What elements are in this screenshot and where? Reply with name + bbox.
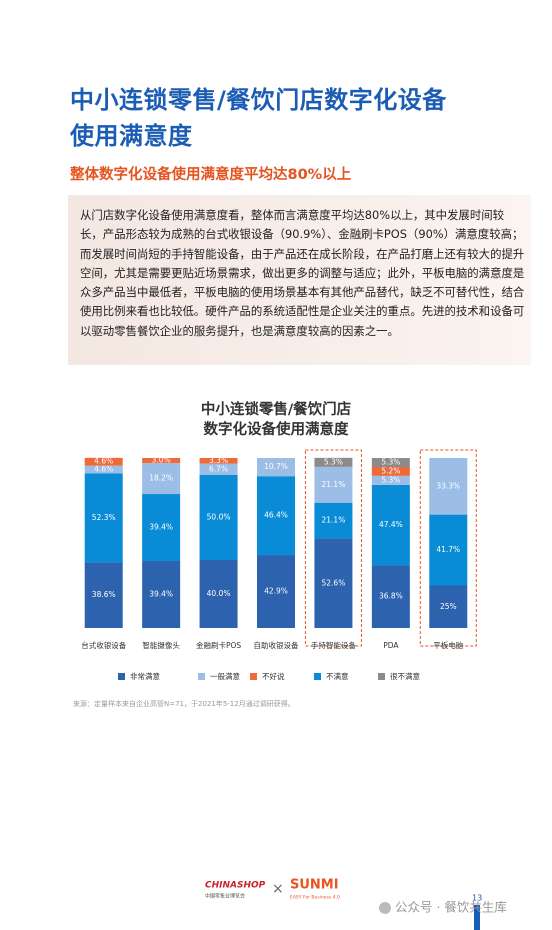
source: 来源：定量样本来自企业高管N=71，于2021年5-12月通过调研获得。 — [73, 699, 295, 708]
x-tick-label: PDA — [383, 641, 399, 650]
body-text: 从门店数字化设备使用满意度看，整体而言满意度平均达80%以上，其中发展时间较长，… — [68, 195, 531, 365]
bar-segment — [84, 457, 123, 466]
x-tick-label: 自助收银设备 — [254, 640, 299, 650]
wechat-icon — [379, 902, 391, 914]
data-label: 39.4% — [149, 523, 173, 532]
bar-segment — [371, 467, 410, 476]
bar-segment — [257, 476, 295, 556]
data-label: 33.3% — [436, 481, 460, 490]
bar-segment — [371, 475, 410, 485]
bar-segment — [371, 565, 410, 628]
x-tick-label: 台式收银设备 — [81, 640, 126, 650]
page-number: 13 — [472, 894, 482, 903]
bar-segment — [84, 562, 123, 628]
data-label: 40.0% — [207, 589, 231, 598]
data-label: 39.4% — [149, 590, 173, 599]
page-marker — [474, 905, 480, 930]
highlight-box — [419, 449, 477, 647]
legend-swatch — [378, 673, 385, 680]
data-label: 52.3% — [92, 513, 116, 522]
bar-segment — [199, 463, 238, 475]
bar-segment — [199, 475, 238, 560]
data-label: 38.6% — [92, 590, 116, 599]
logo: SUNMI — [290, 878, 339, 893]
bar-segment — [257, 555, 295, 628]
legend-label: 不满意 — [326, 671, 349, 681]
bar-segment — [257, 458, 295, 477]
data-label: 3.3% — [209, 456, 228, 465]
data-label: 52.6% — [322, 578, 346, 587]
data-label: 25% — [440, 602, 457, 611]
data-label: 6.7% — [209, 464, 228, 473]
logo-sub: EASY For Business 4.0 — [290, 895, 340, 901]
bar-segment — [199, 458, 238, 464]
bar-segment — [314, 466, 353, 503]
bar-segment — [84, 473, 123, 563]
data-label: 47.4% — [379, 520, 403, 529]
data-label: 41.7% — [436, 545, 460, 554]
bar-segment — [314, 457, 353, 467]
highlight-box — [304, 449, 362, 647]
legend-swatch — [198, 673, 205, 680]
legend-swatch — [250, 673, 257, 680]
bar-segment — [429, 458, 468, 515]
bar-segment — [142, 458, 181, 464]
logo: CHINASHOP — [205, 881, 266, 891]
legend-swatch — [118, 673, 125, 680]
data-label: 36.8% — [379, 592, 403, 601]
bar-segment — [371, 484, 410, 566]
bar-segment — [314, 538, 353, 628]
chart-title: 中小连锁零售/餐饮门店 — [201, 400, 351, 418]
data-label: 3.0% — [152, 456, 171, 465]
data-label: 21.1% — [322, 516, 346, 525]
legend-label: 一般满意 — [210, 671, 240, 681]
data-label: 5.3% — [324, 457, 343, 466]
bar-segment — [371, 458, 410, 468]
title: 中小连锁零售/餐饮门店数字化设备 — [70, 86, 447, 114]
data-label: 42.9% — [264, 587, 288, 596]
data-label: 5.3% — [381, 475, 400, 484]
bar-segment — [429, 514, 468, 586]
cross: × — [272, 881, 284, 897]
watermark: 公众号 · 餐饮共生库 — [395, 900, 507, 915]
data-label: 21.1% — [322, 480, 346, 489]
x-tick-label: 手持智能设备 — [311, 640, 356, 650]
chart-title: 数字化设备使用满意度 — [204, 420, 349, 438]
bar-segment — [314, 502, 353, 539]
legend-label: 不好说 — [262, 671, 285, 681]
x-tick-label: 智能摄像头 — [142, 640, 180, 650]
bar-segment — [199, 560, 238, 628]
legend-swatch — [314, 673, 321, 680]
data-label: 4.6% — [94, 457, 113, 466]
subtitle: 整体数字化设备使用满意度平均达80%以上 — [70, 167, 352, 183]
data-label: 50.0% — [207, 513, 231, 522]
x-tick-label: 平板电脑 — [433, 640, 463, 650]
legend-label: 很不满意 — [390, 671, 420, 681]
bar-segment — [142, 494, 181, 562]
logo-sub: 中国零售业博览会 — [205, 893, 245, 900]
data-label: 18.2% — [149, 474, 173, 483]
data-label: 46.4% — [264, 511, 288, 520]
bar-segment — [142, 463, 181, 495]
data-label: 5.3% — [381, 458, 400, 467]
bar-segment — [429, 585, 468, 628]
bar-segment — [142, 561, 181, 628]
x-tick-label: 金融刷卡POS — [196, 640, 241, 650]
data-label: 10.7% — [264, 462, 288, 471]
data-label: 5.2% — [381, 466, 400, 475]
legend-label: 非常满意 — [130, 671, 160, 681]
title: 使用满意度 — [70, 122, 193, 150]
data-label: 4.6% — [94, 465, 113, 474]
bar-segment — [84, 465, 123, 474]
